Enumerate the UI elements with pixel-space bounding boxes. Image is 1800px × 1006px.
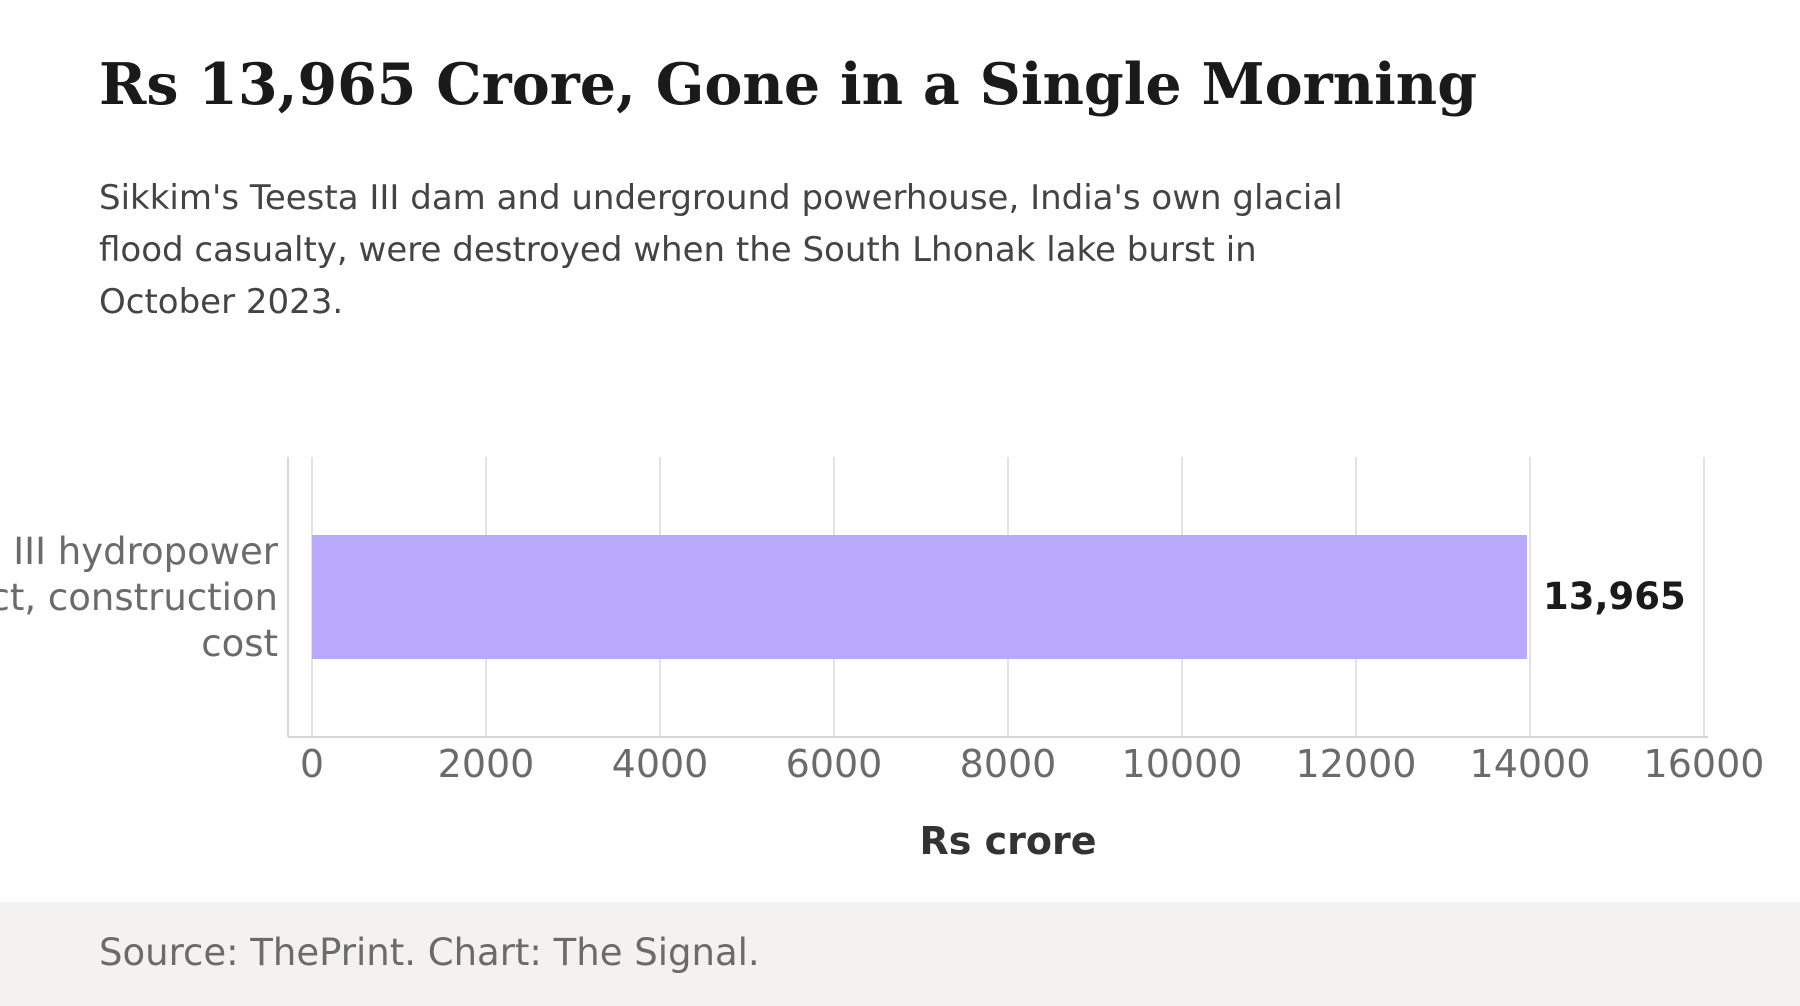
x-tick-label: 0 — [300, 742, 324, 786]
labels: 0 2000 4000 6000 8000 10000 12000 14000 16000 13,… — [0, 530, 1764, 863]
footer: Source: ThePrint. Chart: The Signal. — [0, 902, 1800, 1006]
x-axis-title: Rs crore — [920, 819, 1097, 863]
source-note: Source: ThePrint. Chart: The Signal. — [99, 931, 760, 974]
x-tick-label: 4000 — [612, 742, 709, 786]
x-tick-label: 12000 — [1296, 742, 1417, 786]
bar — [312, 535, 1527, 659]
chart-title: Rs 13,965 Crore, Gone in a Single Mornin… — [99, 51, 1478, 118]
x-tick-label: 16000 — [1644, 742, 1765, 786]
category-label: Teesta III hydropowerproject, constructi… — [0, 530, 279, 665]
bar-value-label: 13,965 — [1543, 575, 1686, 618]
x-tick-label: 8000 — [960, 742, 1057, 786]
axes — [287, 457, 1708, 738]
bars — [312, 535, 1527, 659]
chart-subtitle: Sikkim's Teesta III dam and underground … — [99, 178, 1343, 322]
x-tick-label: 2000 — [438, 742, 535, 786]
x-tick-label: 14000 — [1470, 742, 1591, 786]
x-tick-label: 6000 — [786, 742, 883, 786]
x-tick-label: 10000 — [1122, 742, 1243, 786]
